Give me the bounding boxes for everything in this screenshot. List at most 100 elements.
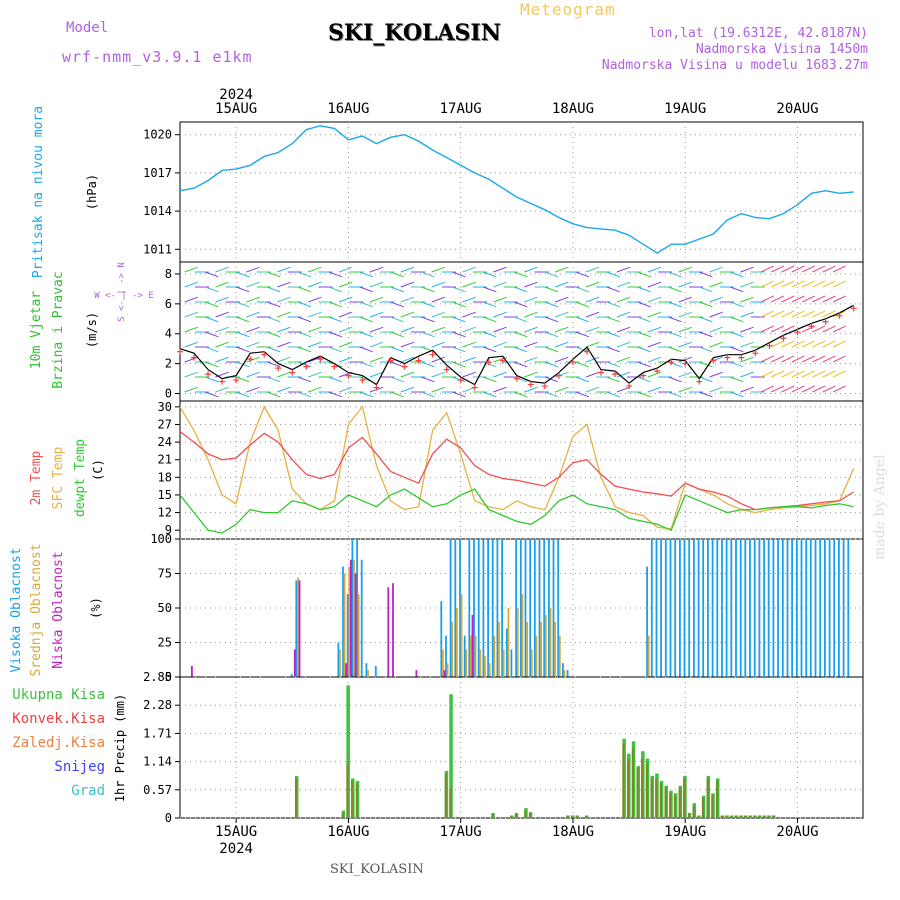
cloud-bar-low <box>350 559 352 677</box>
wind-barb <box>308 371 322 378</box>
bottom-day-label: 19AUG <box>664 824 706 840</box>
wind-barb <box>575 376 590 383</box>
wind-barb <box>760 280 774 288</box>
dewpt-line <box>179 488 854 534</box>
wind-barb <box>585 341 600 348</box>
wind-barb <box>709 281 723 288</box>
wind-barb <box>215 326 229 333</box>
wind-gust-marker <box>612 371 619 378</box>
wind-barb <box>699 271 713 278</box>
wind-gust-marker <box>766 342 773 349</box>
wind-barb <box>729 301 744 308</box>
wind-barb <box>647 266 662 273</box>
wind-barb <box>359 391 373 398</box>
temp-tick-label: 9 <box>165 523 172 537</box>
wind-gust-marker <box>177 348 183 355</box>
wind-tick-label: 4 <box>165 327 172 341</box>
wind-barb <box>452 346 466 353</box>
wind-barb <box>205 331 219 338</box>
cloud-bar-high <box>664 539 667 677</box>
wind-barb <box>452 376 466 383</box>
cloud-bar-mid <box>507 608 510 677</box>
info-coords: lon,lat (19.6312E, 42.8187N) <box>648 26 868 41</box>
wind-barb <box>184 326 198 333</box>
wind-barb <box>822 340 836 348</box>
wind-gust-marker <box>443 366 450 373</box>
cloud-bar-high <box>730 539 733 677</box>
wind-barb <box>493 341 507 348</box>
cloud-bar-high <box>548 539 550 677</box>
wind-barb <box>729 271 744 278</box>
cloud-bar-mid <box>498 621 500 677</box>
wind-barb <box>308 296 322 303</box>
cloud-bar-high <box>650 539 653 677</box>
wind-gust-marker <box>780 335 787 342</box>
cloud-bar-high <box>749 539 751 677</box>
wind-gust-marker <box>247 356 254 363</box>
wind-barb <box>328 346 343 353</box>
wind-barb <box>338 296 353 303</box>
wind-gust-marker <box>261 351 268 358</box>
wind-barb <box>328 376 343 383</box>
wind-barb <box>647 386 662 393</box>
wind-barb <box>308 266 322 273</box>
cloud-bar-mid <box>554 621 556 677</box>
cloud-bar-high <box>679 539 681 677</box>
wind-barb <box>585 326 600 333</box>
precip-bar-convective <box>528 813 531 818</box>
precip-bar-convective <box>449 788 452 818</box>
wind-barb <box>431 281 445 288</box>
wind-barb <box>513 361 528 368</box>
wind-gust-marker <box>738 354 745 361</box>
wind-barb <box>771 325 785 333</box>
cloud-bar-high <box>290 674 293 677</box>
cloud-bar-mid <box>339 649 341 677</box>
wind-barb <box>832 295 846 303</box>
wind-barb <box>832 280 846 288</box>
cloud-bar-mid <box>493 635 496 677</box>
cloud-bar-high <box>529 539 532 677</box>
wind-gust-marker <box>752 350 759 357</box>
wind-gust-marker <box>499 357 506 364</box>
cloud-bar-high <box>824 539 826 677</box>
cloud-bar-low <box>471 614 474 677</box>
cloud-bar-mid <box>563 670 566 677</box>
precip-bar-convective <box>687 813 690 818</box>
wind-barb <box>421 391 435 398</box>
wind-barb <box>832 325 846 333</box>
model-value: wrf-nmm_v3.9.1 e1km <box>62 48 253 66</box>
cloud-tick-label: 25 <box>158 636 172 650</box>
wind-barb <box>709 296 723 303</box>
cloud-bar-high <box>786 539 789 677</box>
wind-barb <box>493 386 507 393</box>
wind-barb <box>791 370 805 378</box>
pressure-line <box>179 125 854 254</box>
precip-bar-convective <box>701 798 704 818</box>
precip-bar-convective <box>566 815 569 818</box>
wind-barb <box>235 286 250 293</box>
wind-barb <box>390 391 404 398</box>
cloud-bar-high <box>688 539 691 677</box>
wind-barb <box>513 331 528 338</box>
wind-unit-label: (m/s) <box>85 312 99 348</box>
cloud-bar-mid <box>470 635 472 677</box>
wind-barb <box>760 355 774 363</box>
wind-barb <box>812 340 826 348</box>
wind-barb <box>781 310 795 318</box>
wind-barb <box>235 331 250 338</box>
cloud-bar-high <box>365 663 368 677</box>
wind-barb <box>184 311 198 318</box>
cloud-bar-high <box>842 539 845 677</box>
wind-barb <box>544 391 559 398</box>
wind-barb <box>575 301 590 308</box>
wind-gust-marker <box>569 359 576 366</box>
wind-barb <box>668 391 682 398</box>
cloud-bar-low <box>298 580 301 677</box>
cloud-bar-high <box>346 594 349 677</box>
cloud-bar-high <box>524 539 527 677</box>
wind-barb <box>801 265 816 273</box>
cloud-bar-high <box>777 539 779 677</box>
wind-barb <box>647 311 662 318</box>
wind-barb <box>266 331 281 338</box>
wind-barb <box>812 325 826 333</box>
